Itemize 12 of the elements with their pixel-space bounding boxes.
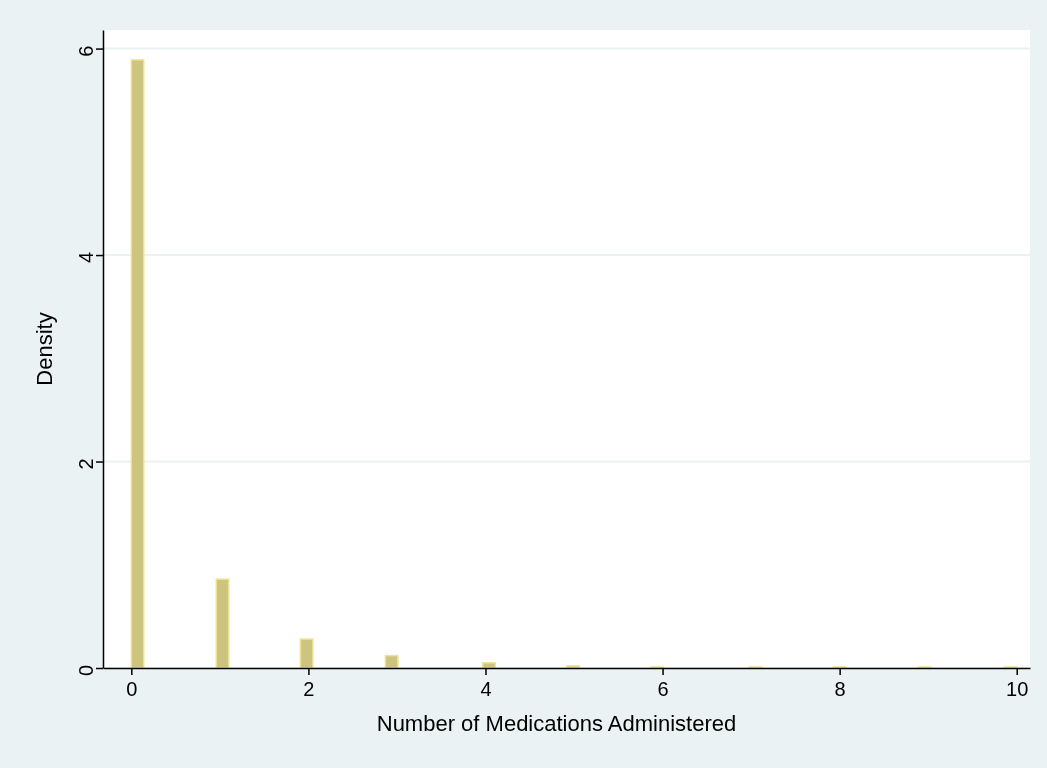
x-tick-label: 8 bbox=[834, 678, 846, 700]
x-tick-label: 10 bbox=[1006, 678, 1029, 700]
x-tick-label: 0 bbox=[126, 678, 138, 700]
y-tick-label: 0 bbox=[75, 664, 97, 677]
y-tick-label: 2 bbox=[75, 458, 97, 470]
y-tick-label: 4 bbox=[75, 251, 97, 264]
x-tick-label: 6 bbox=[657, 678, 669, 700]
y-axis-title: Density bbox=[32, 312, 57, 386]
x-tick-label: 2 bbox=[303, 678, 315, 700]
y-tick-label: 6 bbox=[75, 45, 97, 57]
x-axis-title: Number of Medications Administered bbox=[376, 711, 737, 736]
x-tick-label: 4 bbox=[480, 678, 492, 700]
